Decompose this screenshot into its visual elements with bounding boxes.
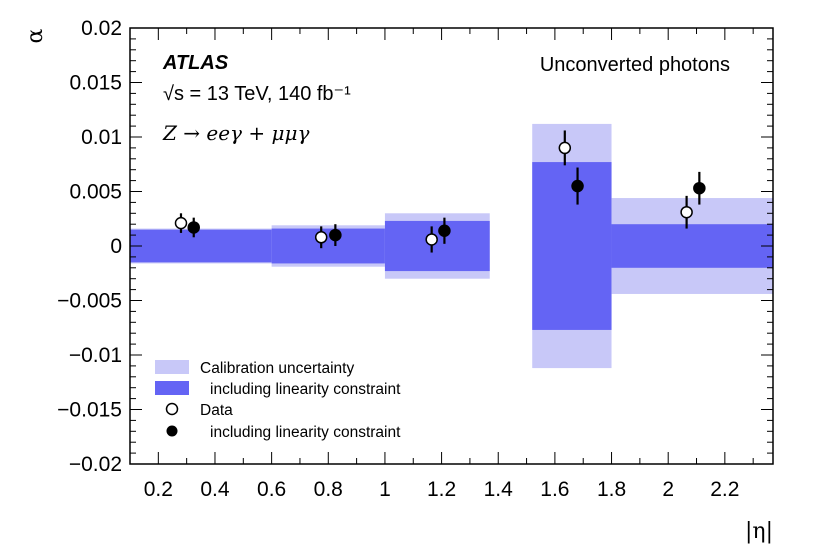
linearity-band-0 bbox=[130, 229, 272, 263]
legend-label-band-linearity: including linearity constraint bbox=[210, 381, 401, 398]
legend-label-data: Data bbox=[200, 402, 233, 419]
data-points bbox=[174, 130, 706, 253]
x-tick-label-0: 0.2 bbox=[144, 478, 173, 501]
y-tick-label-1: −0.015 bbox=[57, 399, 122, 422]
x-tick-label-9: 2 bbox=[662, 478, 674, 501]
linearity-band-1 bbox=[271, 228, 385, 264]
legend-swatch-linearity bbox=[155, 381, 189, 395]
y-tick-label-6: 0.01 bbox=[81, 126, 122, 149]
linearity-band-3 bbox=[532, 162, 612, 330]
y-tick-label-0: −0.02 bbox=[69, 453, 122, 476]
x-tick-label-1: 0.4 bbox=[200, 478, 230, 501]
linearity-band-4 bbox=[611, 224, 773, 268]
chart-title: Unconverted photons bbox=[540, 54, 730, 76]
linearity-point-1 bbox=[329, 228, 342, 242]
x-axis-title: |η| bbox=[745, 519, 773, 544]
x-tick-label-6: 1.4 bbox=[484, 478, 514, 501]
x-tick-label-7: 1.6 bbox=[540, 478, 569, 501]
energy-label: √s = 13 TeV, 140 fb⁻¹ bbox=[163, 83, 351, 105]
tick-labels: −0.02 −0.015 −0.01 −0.005 0 0.005 0.01 0.015 0.0… bbox=[57, 17, 739, 501]
data-point-4 bbox=[680, 205, 693, 219]
x-tick-label-5: 1.2 bbox=[427, 478, 456, 501]
linearity-band-2 bbox=[384, 220, 490, 272]
y-axis-title: α bbox=[23, 28, 48, 43]
data-point-2 bbox=[425, 233, 438, 246]
y-tick-label-5: 0.005 bbox=[69, 181, 122, 204]
x-tick-label-4: 1 bbox=[379, 478, 391, 501]
x-tick-label-3: 0.8 bbox=[314, 478, 343, 501]
linearity-point-0 bbox=[187, 221, 200, 234]
linearity-point-3 bbox=[571, 179, 584, 193]
legend-marker-linearity bbox=[166, 425, 178, 437]
data-point-1 bbox=[314, 231, 328, 244]
y-tick-label-7: 0.015 bbox=[69, 72, 122, 95]
legend-label-points-linearity: including linearity constraint bbox=[210, 424, 401, 441]
legend-swatch-calibration bbox=[155, 360, 189, 374]
legend: Calibration uncertainty including linear… bbox=[155, 360, 401, 441]
y-tick-label-4: 0 bbox=[110, 235, 122, 258]
y-tick-label-3: −0.005 bbox=[57, 290, 122, 313]
experiment-label: ATLAS bbox=[162, 52, 229, 74]
legend-label-calibration: Calibration uncertainty bbox=[200, 360, 354, 377]
linearity-point-4 bbox=[693, 181, 706, 195]
data-point-3 bbox=[558, 141, 572, 155]
axis-ticks bbox=[130, 27, 773, 465]
y-tick-label-8: 0.02 bbox=[81, 17, 122, 40]
process-label: Z → eeγ + μμγ bbox=[162, 121, 309, 145]
uncertainty-bands bbox=[130, 123, 773, 369]
data-point-0 bbox=[174, 216, 188, 230]
y-tick-label-2: −0.01 bbox=[69, 344, 122, 367]
legend-marker-data bbox=[165, 402, 179, 416]
x-tick-label-8: 1.8 bbox=[597, 478, 626, 501]
x-tick-label-10: 2.2 bbox=[710, 478, 739, 501]
linearity-point-2 bbox=[438, 224, 451, 237]
x-tick-label-2: 0.6 bbox=[257, 478, 286, 501]
